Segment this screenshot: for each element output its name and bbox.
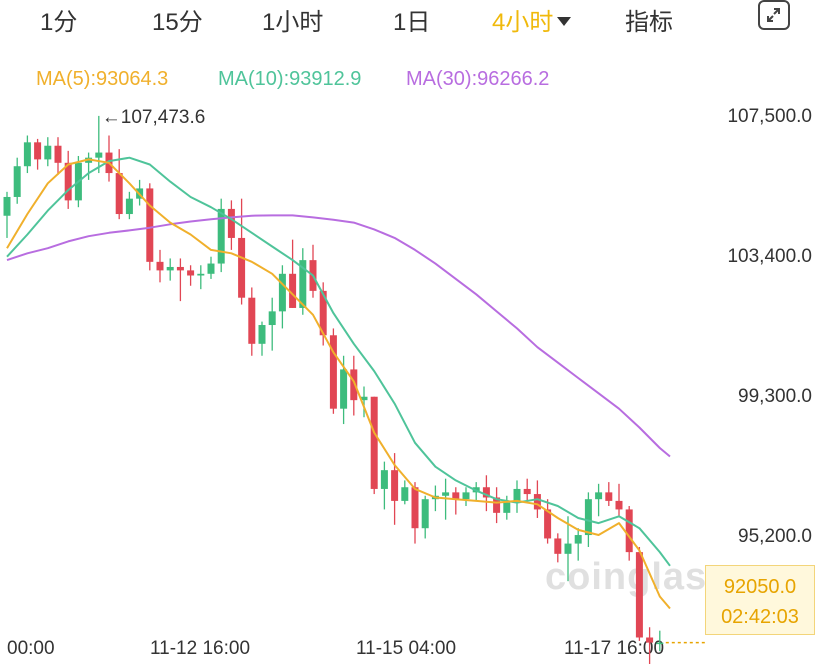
candle-body [238,237,246,298]
y-tick-label: 107,500.0 [727,106,812,127]
candle-body [95,152,103,158]
candle-body [289,273,297,308]
expand-icon [767,8,780,22]
candle-body [564,543,572,554]
candle-body [187,270,195,276]
candle-body [176,266,184,271]
tab-indicators[interactable]: 指标 [625,9,673,36]
x-tick-label: 11-15 04:00 [356,638,456,659]
candle-body [584,499,592,536]
high-price-marker: ←107,473.6 [102,107,206,128]
candle-body [452,492,460,500]
tab-1min[interactable]: 1分 [40,9,78,36]
ma30-line [6,214,671,458]
candle-body [544,509,552,539]
candle-body [329,335,337,409]
candle-body [217,208,225,264]
candle-body [207,263,215,274]
candle-body [248,297,256,344]
candle-body [64,162,72,201]
y-tick-label: 103,400.0 [727,246,812,267]
candle-body [125,198,133,215]
candle-body [350,369,358,401]
candle-body [533,494,541,510]
current-price-box: 92050.0 02:42:03 [705,565,815,635]
candle-body [268,311,276,326]
candle-body [503,502,511,513]
candle-body [523,488,531,495]
candle-body [278,273,286,312]
tab-15min[interactable]: 15分 [152,9,203,36]
candle-body [411,487,419,529]
candle-body [615,500,623,510]
current-price: 92050.0 [723,576,797,598]
candle-body [442,492,450,496]
candle-body [646,637,654,643]
ma30-legend: MA(30):96266.2 [406,68,550,90]
candle-body [462,492,470,500]
candle-body [360,396,368,401]
x-tick-label: 11-12 16:00 [150,638,250,659]
candle-body [23,142,31,167]
candle-body [319,290,327,336]
candle-countdown: 02:42:03 [721,606,799,628]
candle-body [34,142,42,160]
candle-body [656,642,664,645]
candle-body [391,470,399,501]
candle-body [421,499,429,529]
interval-tabs: 1分 15分 1小时 1日 4小时 指标 [0,0,828,37]
candle-body [3,196,11,216]
tab-1day[interactable]: 1日 [393,9,431,36]
candle-body [625,509,633,553]
ma5-line [6,158,671,610]
ma5-legend: MA(5):93064.3 [36,68,169,90]
candle-body [340,369,348,409]
y-tick-label: 99,300.0 [738,386,812,407]
candle-body [166,266,174,271]
candle-body [554,538,562,554]
candle-body [370,396,378,489]
tab-4hour-label: 4小时 [492,9,554,36]
candle-body [197,273,205,276]
fullscreen-button[interactable] [758,0,790,30]
candle-body [54,145,62,163]
candle-body [513,488,521,503]
candle-body [258,325,266,344]
ma10-legend: MA(10):93912.9 [218,68,362,90]
candle-body [227,208,235,238]
candle-body [115,173,123,215]
candle-body [605,492,613,501]
caret-down-icon [557,17,572,27]
y-tick-label: 95,200.0 [738,526,812,547]
candle-body [380,470,388,489]
ma10-line [6,156,671,567]
candle-body [156,261,164,271]
candle-body [401,487,409,501]
x-tick-label: 00:00 [7,638,55,659]
candle-body [44,145,52,160]
candle-body [13,166,21,197]
candle-body [574,535,582,544]
candle-body [493,497,501,513]
x-tick-label: 11-17 16:00 [564,638,664,659]
tab-1hour[interactable]: 1小时 [262,9,324,36]
tab-4hour[interactable]: 4小时 [492,2,572,37]
candle-body [482,487,490,498]
candle-body [635,552,643,638]
candle-body [146,188,154,262]
candle-body [595,492,603,500]
candle-body [299,260,307,308]
